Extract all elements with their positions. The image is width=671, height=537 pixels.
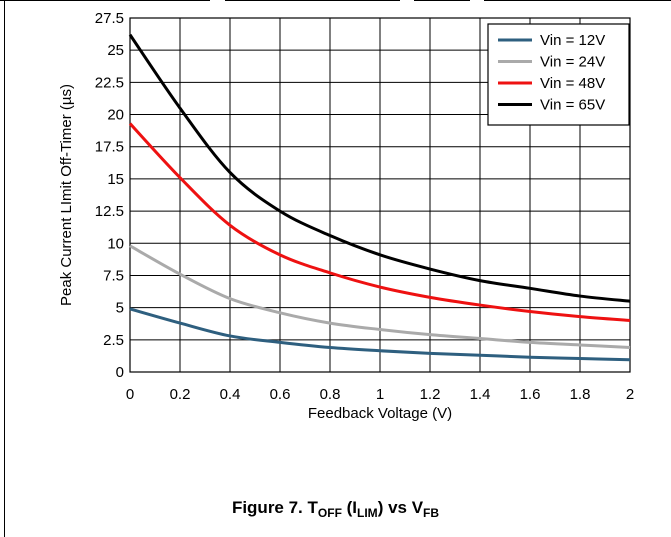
x-tick-label: 1.8 [570,386,591,403]
y-axis-label: Peak Current LImit Off-Timer (µs) [58,84,75,306]
legend-entry-1: Vin = 24V [540,54,605,71]
caption-sub-fb: FB [423,506,440,520]
y-tick-label: 2.5 [103,332,124,349]
y-tick-label: 20 [107,107,124,124]
plot-frame [129,17,631,373]
legend-entry-0: Vin = 12V [540,32,605,49]
x-tick-label: 0.4 [220,386,241,403]
caption-sub-lim: LIM [357,506,378,520]
legend: Vin = 12V Vin = 24V Vin = 48V Vin = 65V [487,23,630,126]
y-tick-label: 25 [107,42,124,59]
y-tick-label: 17.5 [95,139,124,156]
x-tick-label: 2 [626,386,634,403]
x-tick-label: 1.4 [470,386,491,403]
y-tick-label: 10 [107,235,124,252]
x-tick-labels: 0 0.2 0.4 0.6 0.8 1 1.2 1.4 1.6 1.8 2 [126,386,634,403]
y-tick-label: 5 [116,300,124,317]
y-tick-label: 0 [116,364,124,381]
x-tick-label: 0 [126,386,134,403]
y-tick-label: 12.5 [95,203,124,220]
x-tick-label: 0.2 [170,386,191,403]
page-top-rule [0,0,671,3]
x-axis-label: Feedback Voltage (V) [308,405,452,422]
caption-mid1: (I [341,498,358,517]
caption-sub-off: OFF [317,506,342,520]
legend-entry-3: Vin = 65V [540,97,605,114]
x-tick-label: 1 [376,386,384,403]
y-tick-label: 15 [107,171,124,188]
caption-prefix: Figure 7. T [231,498,318,517]
series-group [128,33,631,362]
series-line-0 [129,307,631,362]
x-tick-label: 1.2 [420,386,441,403]
y-tick-label: 22.5 [95,74,124,91]
figure-caption: Figure 7. TOFF (ILIM) vs VFB [0,498,671,520]
series-line-1 [129,244,631,350]
y-tick-label: 7.5 [103,267,124,284]
legend-entry-2: Vin = 48V [540,75,605,92]
y-tick-labels: 0 2.5 5 7.5 10 12.5 15 17.5 20 22.5 25 27.5 [95,10,124,381]
series-line-2 [128,122,631,323]
caption-mid2: ) vs V [377,498,424,517]
x-tick-label: 0.6 [270,386,291,403]
series-line-3 [128,33,631,303]
x-tick-label: 1.6 [520,386,541,403]
y-tick-label: 27.5 [95,10,124,27]
x-tick-label: 0.8 [320,386,341,403]
page-left-rule [4,0,5,537]
